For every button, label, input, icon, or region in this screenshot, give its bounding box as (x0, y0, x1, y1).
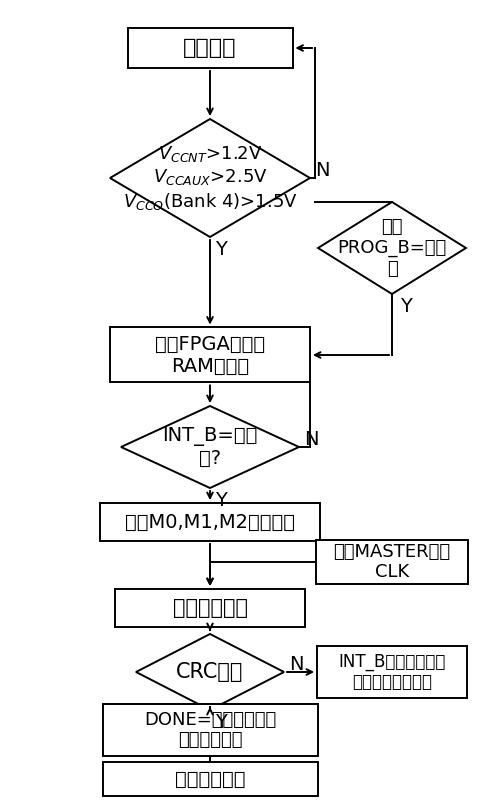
Text: N: N (289, 654, 304, 674)
Text: Y: Y (400, 296, 412, 316)
Bar (100, 503, 320, 541)
Text: INT_B被重置为低电
平，终止启动过程: INT_B被重置为低电 平，终止启动过程 (338, 653, 446, 691)
Text: CRC校验: CRC校验 (176, 662, 244, 682)
Text: 芯片上电: 芯片上电 (183, 38, 237, 58)
Bar (102, 762, 318, 796)
Text: N: N (315, 160, 330, 180)
Polygon shape (318, 202, 466, 294)
Text: Y: Y (215, 490, 227, 510)
Bar (317, 646, 467, 698)
Text: 开启MASTER方式
CLK: 开启MASTER方式 CLK (334, 543, 450, 581)
Polygon shape (110, 119, 310, 237)
Text: DONE=高电平，启动
芯片工作序列: DONE=高电平，启动 芯片工作序列 (144, 711, 276, 749)
Text: N: N (304, 430, 318, 448)
Text: Y: Y (215, 240, 227, 258)
Bar (110, 328, 310, 382)
Text: 清除FPGA的配置
RAM存储器: 清除FPGA的配置 RAM存储器 (155, 335, 265, 375)
Bar (128, 28, 292, 68)
Polygon shape (136, 634, 284, 710)
Text: 检测M0,M1,M2模式引脚: 检测M0,M1,M2模式引脚 (125, 513, 295, 531)
Bar (115, 589, 305, 627)
Bar (316, 540, 468, 584)
Bar (102, 704, 318, 756)
Text: INT_B=高电
平?: INT_B=高电 平? (162, 427, 258, 468)
Polygon shape (121, 406, 299, 488)
Text: 信号
PROG_B=低电
平: 信号 PROG_B=低电 平 (338, 218, 446, 278)
Text: $V_{CCNT}$>1.2V
$V_{CCAUX}$>2.5V
$V_{CCO}$(Bank 4)>1.5V: $V_{CCNT}$>1.2V $V_{CCAUX}$>2.5V $V_{CCO… (122, 144, 298, 212)
Text: 进人工作状态: 进人工作状态 (175, 770, 245, 789)
Text: 加载配置数据: 加载配置数据 (172, 598, 248, 618)
Text: Y: Y (215, 712, 227, 732)
